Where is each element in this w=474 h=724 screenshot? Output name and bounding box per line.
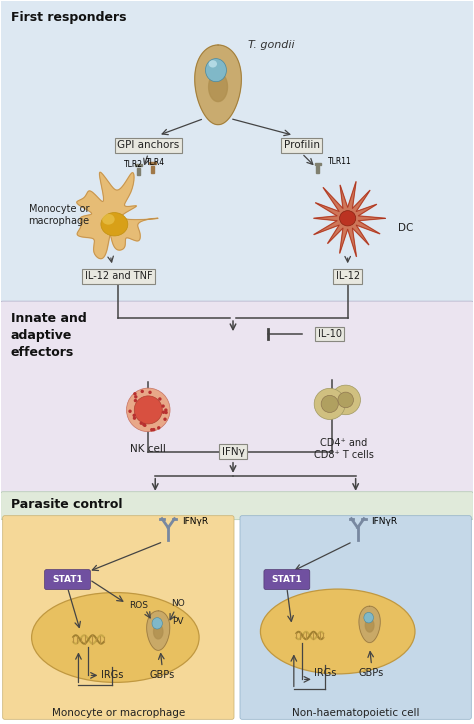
Circle shape <box>152 428 155 432</box>
Circle shape <box>331 385 360 415</box>
Polygon shape <box>77 172 158 258</box>
Bar <box>135 164 142 167</box>
Circle shape <box>139 421 143 425</box>
Circle shape <box>148 391 152 394</box>
Bar <box>149 162 155 164</box>
Text: IRGs: IRGs <box>101 670 124 681</box>
Polygon shape <box>195 45 241 125</box>
Circle shape <box>128 410 132 413</box>
Text: GPI anchors: GPI anchors <box>117 140 179 151</box>
Text: Parasite control: Parasite control <box>11 497 122 510</box>
FancyBboxPatch shape <box>240 515 471 720</box>
Bar <box>137 168 140 175</box>
Text: IL-12 and TNF: IL-12 and TNF <box>84 272 152 281</box>
Ellipse shape <box>101 213 128 236</box>
Circle shape <box>150 428 154 432</box>
Text: TLR2: TLR2 <box>124 161 143 169</box>
Text: CD4⁺ and
CD8⁺ T cells: CD4⁺ and CD8⁺ T cells <box>314 438 374 460</box>
Circle shape <box>134 395 137 398</box>
Circle shape <box>134 396 162 424</box>
Circle shape <box>164 408 168 412</box>
Ellipse shape <box>102 214 115 224</box>
Text: IFNγR: IFNγR <box>372 517 398 526</box>
FancyBboxPatch shape <box>45 570 91 589</box>
Text: T. gondii: T. gondii <box>248 40 295 50</box>
Ellipse shape <box>206 59 227 82</box>
Polygon shape <box>209 72 228 101</box>
Text: IL-12: IL-12 <box>336 272 360 281</box>
Circle shape <box>314 388 345 419</box>
Circle shape <box>140 390 144 393</box>
Ellipse shape <box>152 618 163 629</box>
Text: IL-10: IL-10 <box>318 329 342 339</box>
Ellipse shape <box>339 211 356 226</box>
Text: Monocyte or macrophage: Monocyte or macrophage <box>52 708 185 718</box>
Text: NO: NO <box>171 599 185 608</box>
Polygon shape <box>359 606 380 643</box>
Text: First responders: First responders <box>11 11 126 24</box>
Ellipse shape <box>260 589 415 674</box>
Ellipse shape <box>32 592 199 683</box>
FancyBboxPatch shape <box>264 570 310 589</box>
Text: TLR11: TLR11 <box>328 157 352 167</box>
Text: GBPs: GBPs <box>359 668 384 678</box>
FancyBboxPatch shape <box>3 515 234 720</box>
Circle shape <box>127 388 170 432</box>
Text: Non-haematopoietic cell: Non-haematopoietic cell <box>292 708 419 718</box>
Circle shape <box>133 392 137 395</box>
Text: DC: DC <box>398 223 413 233</box>
Text: NK cell: NK cell <box>130 444 166 454</box>
Bar <box>151 166 154 173</box>
Circle shape <box>142 423 146 426</box>
Text: TLR4: TLR4 <box>146 159 165 167</box>
Circle shape <box>164 411 168 414</box>
FancyBboxPatch shape <box>0 0 474 303</box>
Text: STAT1: STAT1 <box>272 575 302 584</box>
Polygon shape <box>365 618 374 632</box>
Polygon shape <box>154 624 163 639</box>
Polygon shape <box>314 182 385 257</box>
Circle shape <box>143 424 146 427</box>
Text: IFNγR: IFNγR <box>182 517 208 526</box>
Text: Monocyte or
macrophage: Monocyte or macrophage <box>28 204 90 227</box>
Text: IRGs: IRGs <box>314 668 336 678</box>
Polygon shape <box>146 611 170 650</box>
Circle shape <box>321 395 338 413</box>
FancyBboxPatch shape <box>0 492 474 520</box>
Circle shape <box>157 426 161 429</box>
Circle shape <box>132 413 136 417</box>
Text: IFNγ: IFNγ <box>221 447 245 457</box>
Text: Profilin: Profilin <box>284 140 320 151</box>
Text: Innate and
adaptive
effectors: Innate and adaptive effectors <box>11 312 86 359</box>
Circle shape <box>164 418 167 421</box>
Bar <box>316 167 319 173</box>
Text: STAT1: STAT1 <box>52 575 83 584</box>
Circle shape <box>133 416 136 420</box>
Circle shape <box>158 397 162 400</box>
Bar <box>315 163 321 164</box>
Circle shape <box>162 411 165 414</box>
Ellipse shape <box>364 613 374 623</box>
Text: ROS: ROS <box>129 601 148 610</box>
Circle shape <box>338 392 354 408</box>
FancyBboxPatch shape <box>0 301 474 493</box>
Text: PV: PV <box>172 617 184 626</box>
Circle shape <box>161 405 165 408</box>
Text: GBPs: GBPs <box>150 670 175 681</box>
Circle shape <box>134 399 137 403</box>
Ellipse shape <box>209 60 217 67</box>
